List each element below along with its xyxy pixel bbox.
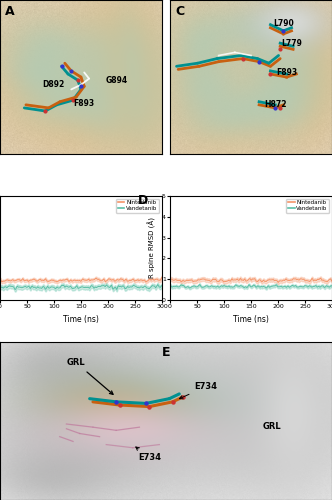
Text: H872: H872 xyxy=(264,100,287,110)
Text: D892: D892 xyxy=(42,80,64,90)
X-axis label: Time (ns): Time (ns) xyxy=(63,314,99,324)
X-axis label: Time (ns): Time (ns) xyxy=(233,314,269,324)
Text: E734: E734 xyxy=(136,447,161,462)
Text: L790: L790 xyxy=(273,18,294,28)
Text: L779: L779 xyxy=(281,39,302,48)
Legend: Nintedanib, Vandetanib: Nintedanib, Vandetanib xyxy=(286,198,329,213)
Text: G894: G894 xyxy=(106,76,128,85)
Y-axis label: R spine RMSD (Å): R spine RMSD (Å) xyxy=(148,218,156,278)
Legend: Nintedanib, Vandetanib: Nintedanib, Vandetanib xyxy=(116,198,159,213)
Text: E: E xyxy=(162,346,170,360)
Text: F893: F893 xyxy=(74,99,95,108)
Text: E734: E734 xyxy=(180,382,217,399)
Text: F893: F893 xyxy=(276,68,297,77)
Text: A: A xyxy=(5,4,15,18)
Text: GRL: GRL xyxy=(67,358,113,394)
Text: C: C xyxy=(175,4,184,18)
Text: D: D xyxy=(138,194,148,207)
Text: GRL: GRL xyxy=(263,422,282,431)
